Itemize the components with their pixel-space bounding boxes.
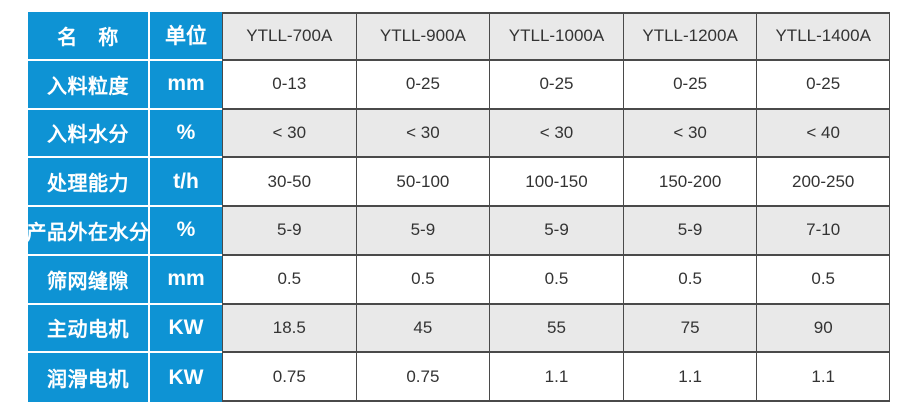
value-cell: 5-9	[222, 207, 356, 256]
value-cell: 200-250	[756, 158, 890, 207]
value-cell: 0.5	[489, 255, 623, 305]
row-unit-cell: mm	[150, 255, 222, 305]
value-cell: 0-25	[756, 60, 890, 110]
row-unit-cell: %	[150, 109, 222, 159]
value-cell: 0.75	[222, 353, 356, 402]
value-cell: 1.1	[756, 353, 890, 402]
model-header-cell: YTLL-700A	[222, 12, 356, 61]
value-cell: < 30	[622, 109, 757, 159]
value-cell: 0-25	[355, 60, 490, 110]
value-cell: 18.5	[222, 304, 356, 354]
value-cell: 1.1	[489, 353, 623, 402]
value-cell: 50-100	[355, 158, 490, 207]
row-label-cell: 主动电机	[28, 304, 150, 354]
spec-table: 名 称单位 YTLL-700A YTLL-900A YTLL-1000A YTLL-12…	[28, 12, 890, 402]
value-cell: 0-25	[622, 60, 757, 110]
value-cell: 55	[489, 304, 623, 354]
row-label-cell: 入料水分	[28, 109, 150, 159]
value-cell: 0.5	[222, 255, 356, 305]
value-cell: 7-10	[756, 207, 890, 256]
value-cell: 5-9	[489, 207, 623, 256]
value-cell: 5-9	[622, 207, 757, 256]
model-header-cell: YTLL-1000A	[489, 12, 623, 61]
value-cell: 45	[355, 304, 490, 354]
row-unit-cell: mm	[150, 60, 222, 110]
row-label-cell: 产品外在水分	[28, 207, 150, 256]
model-header-cell: YTLL-900A	[355, 12, 490, 61]
value-cell: 30-50	[222, 158, 356, 207]
value-cell: 0.5	[622, 255, 757, 305]
row-label-cell: 筛网缝隙	[28, 255, 150, 305]
model-header-cell: YTLL-1400A	[756, 12, 890, 61]
row-label-cell: 入料粒度	[28, 60, 150, 110]
value-cell: 150-200	[622, 158, 757, 207]
model-header-cell: YTLL-1200A	[622, 12, 757, 61]
value-cell: 0-25	[489, 60, 623, 110]
value-cell: 0.5	[756, 255, 890, 305]
value-cell: < 40	[756, 109, 890, 159]
row-unit-cell: t/h	[150, 158, 222, 207]
row-label-cell: 润滑电机	[28, 353, 150, 402]
value-cell: < 30	[222, 109, 356, 159]
row-unit-cell: KW	[150, 353, 222, 402]
value-cell: < 30	[355, 109, 490, 159]
value-cell: 0-13	[222, 60, 356, 110]
value-cell: 0.75	[355, 353, 490, 402]
value-cell: 100-150	[489, 158, 623, 207]
value-cell: 0.5	[355, 255, 490, 305]
value-cell: 5-9	[355, 207, 490, 256]
value-cell: 75	[622, 304, 757, 354]
value-cell: 90	[756, 304, 890, 354]
row-label-cell: 处理能力	[28, 158, 150, 207]
value-cell: 1.1	[622, 353, 757, 402]
unit-header-cell: 单位	[150, 12, 222, 61]
value-cell: < 30	[489, 109, 623, 159]
row-unit-cell: %	[150, 207, 222, 256]
row-unit-cell: KW	[150, 304, 222, 354]
name-header-cell: 名 称	[28, 12, 150, 61]
